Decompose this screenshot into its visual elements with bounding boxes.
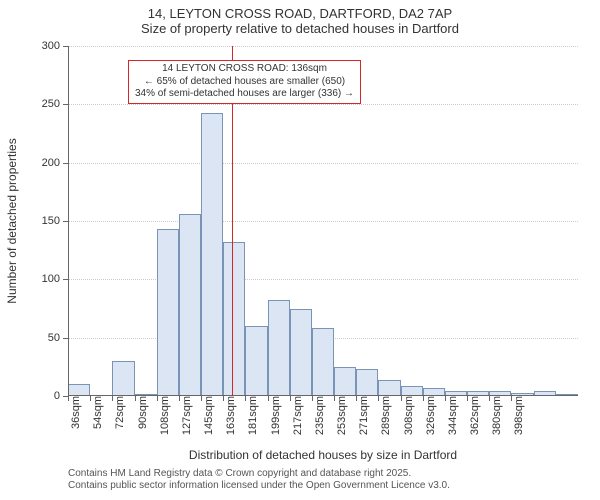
x-tick-label: 108sqm [151,396,171,435]
x-tick-label: 90sqm [129,396,149,429]
histogram-bar [223,242,245,396]
x-tick-label: 362sqm [461,396,481,435]
footer-attribution: Contains HM Land Registry data © Crown c… [68,468,450,492]
x-tick-label: 271sqm [350,396,370,435]
histogram-bar [268,300,290,396]
gridline [68,221,578,222]
x-tick-label: 54sqm [84,396,104,429]
footer-line-1: Contains HM Land Registry data © Crown c… [68,468,450,480]
chart-container: 14, LEYTON CROSS ROAD, DARTFORD, DA2 7AP… [0,0,600,500]
y-axis-line [68,46,69,396]
x-tick-label: 253sqm [328,396,348,435]
x-tick-label: 199sqm [262,396,282,435]
title-line-1: 14, LEYTON CROSS ROAD, DARTFORD, DA2 7AP [0,6,600,21]
annotation-box: 14 LEYTON CROSS ROAD: 136sqm← 65% of det… [128,60,361,104]
histogram-bar [201,113,223,397]
x-tick-label: 308sqm [395,396,415,435]
y-axis-label: Number of detached properties [5,138,19,303]
x-tick-label: 181sqm [239,396,259,435]
x-tick-label: 145sqm [195,396,215,435]
annotation-line-3: 34% of semi-detached houses are larger (… [135,88,354,101]
histogram-bar [378,380,400,396]
footer-line-2: Contains public sector information licen… [68,480,450,492]
x-tick-label: 380sqm [483,396,503,435]
x-axis-line [68,395,578,396]
histogram-bar [157,229,179,396]
gridline [68,46,578,47]
histogram-bar [112,361,134,396]
histogram-bar [334,367,356,396]
histogram-bar [356,369,378,396]
x-tick-label: 235sqm [306,396,326,435]
x-tick-label: 398sqm [505,396,525,435]
annotation-line-2: ← 65% of detached houses are smaller (65… [135,76,354,89]
histogram-bar [312,328,334,396]
histogram-bar [179,214,201,396]
x-axis-label: Distribution of detached houses by size … [68,448,578,462]
x-tick-label: 344sqm [439,396,459,435]
gridline [68,163,578,164]
annotation-line-1: 14 LEYTON CROSS ROAD: 136sqm [135,63,354,76]
gridline [68,104,578,105]
x-tick-label: 163sqm [217,396,237,435]
x-tick-label: 36sqm [62,396,82,429]
x-tick-label: 217sqm [284,396,304,435]
x-tick-label: 326sqm [417,396,437,435]
title-line-2: Size of property relative to detached ho… [0,21,600,36]
x-tick-label: 127sqm [173,396,193,435]
histogram-bar [290,309,312,397]
gridline [68,279,578,280]
plot-area: 05010015020025030036sqm54sqm72sqm90sqm10… [68,46,578,396]
x-tick-label: 72sqm [106,396,126,429]
histogram-bar [245,326,267,396]
x-tick-label: 289sqm [372,396,392,435]
